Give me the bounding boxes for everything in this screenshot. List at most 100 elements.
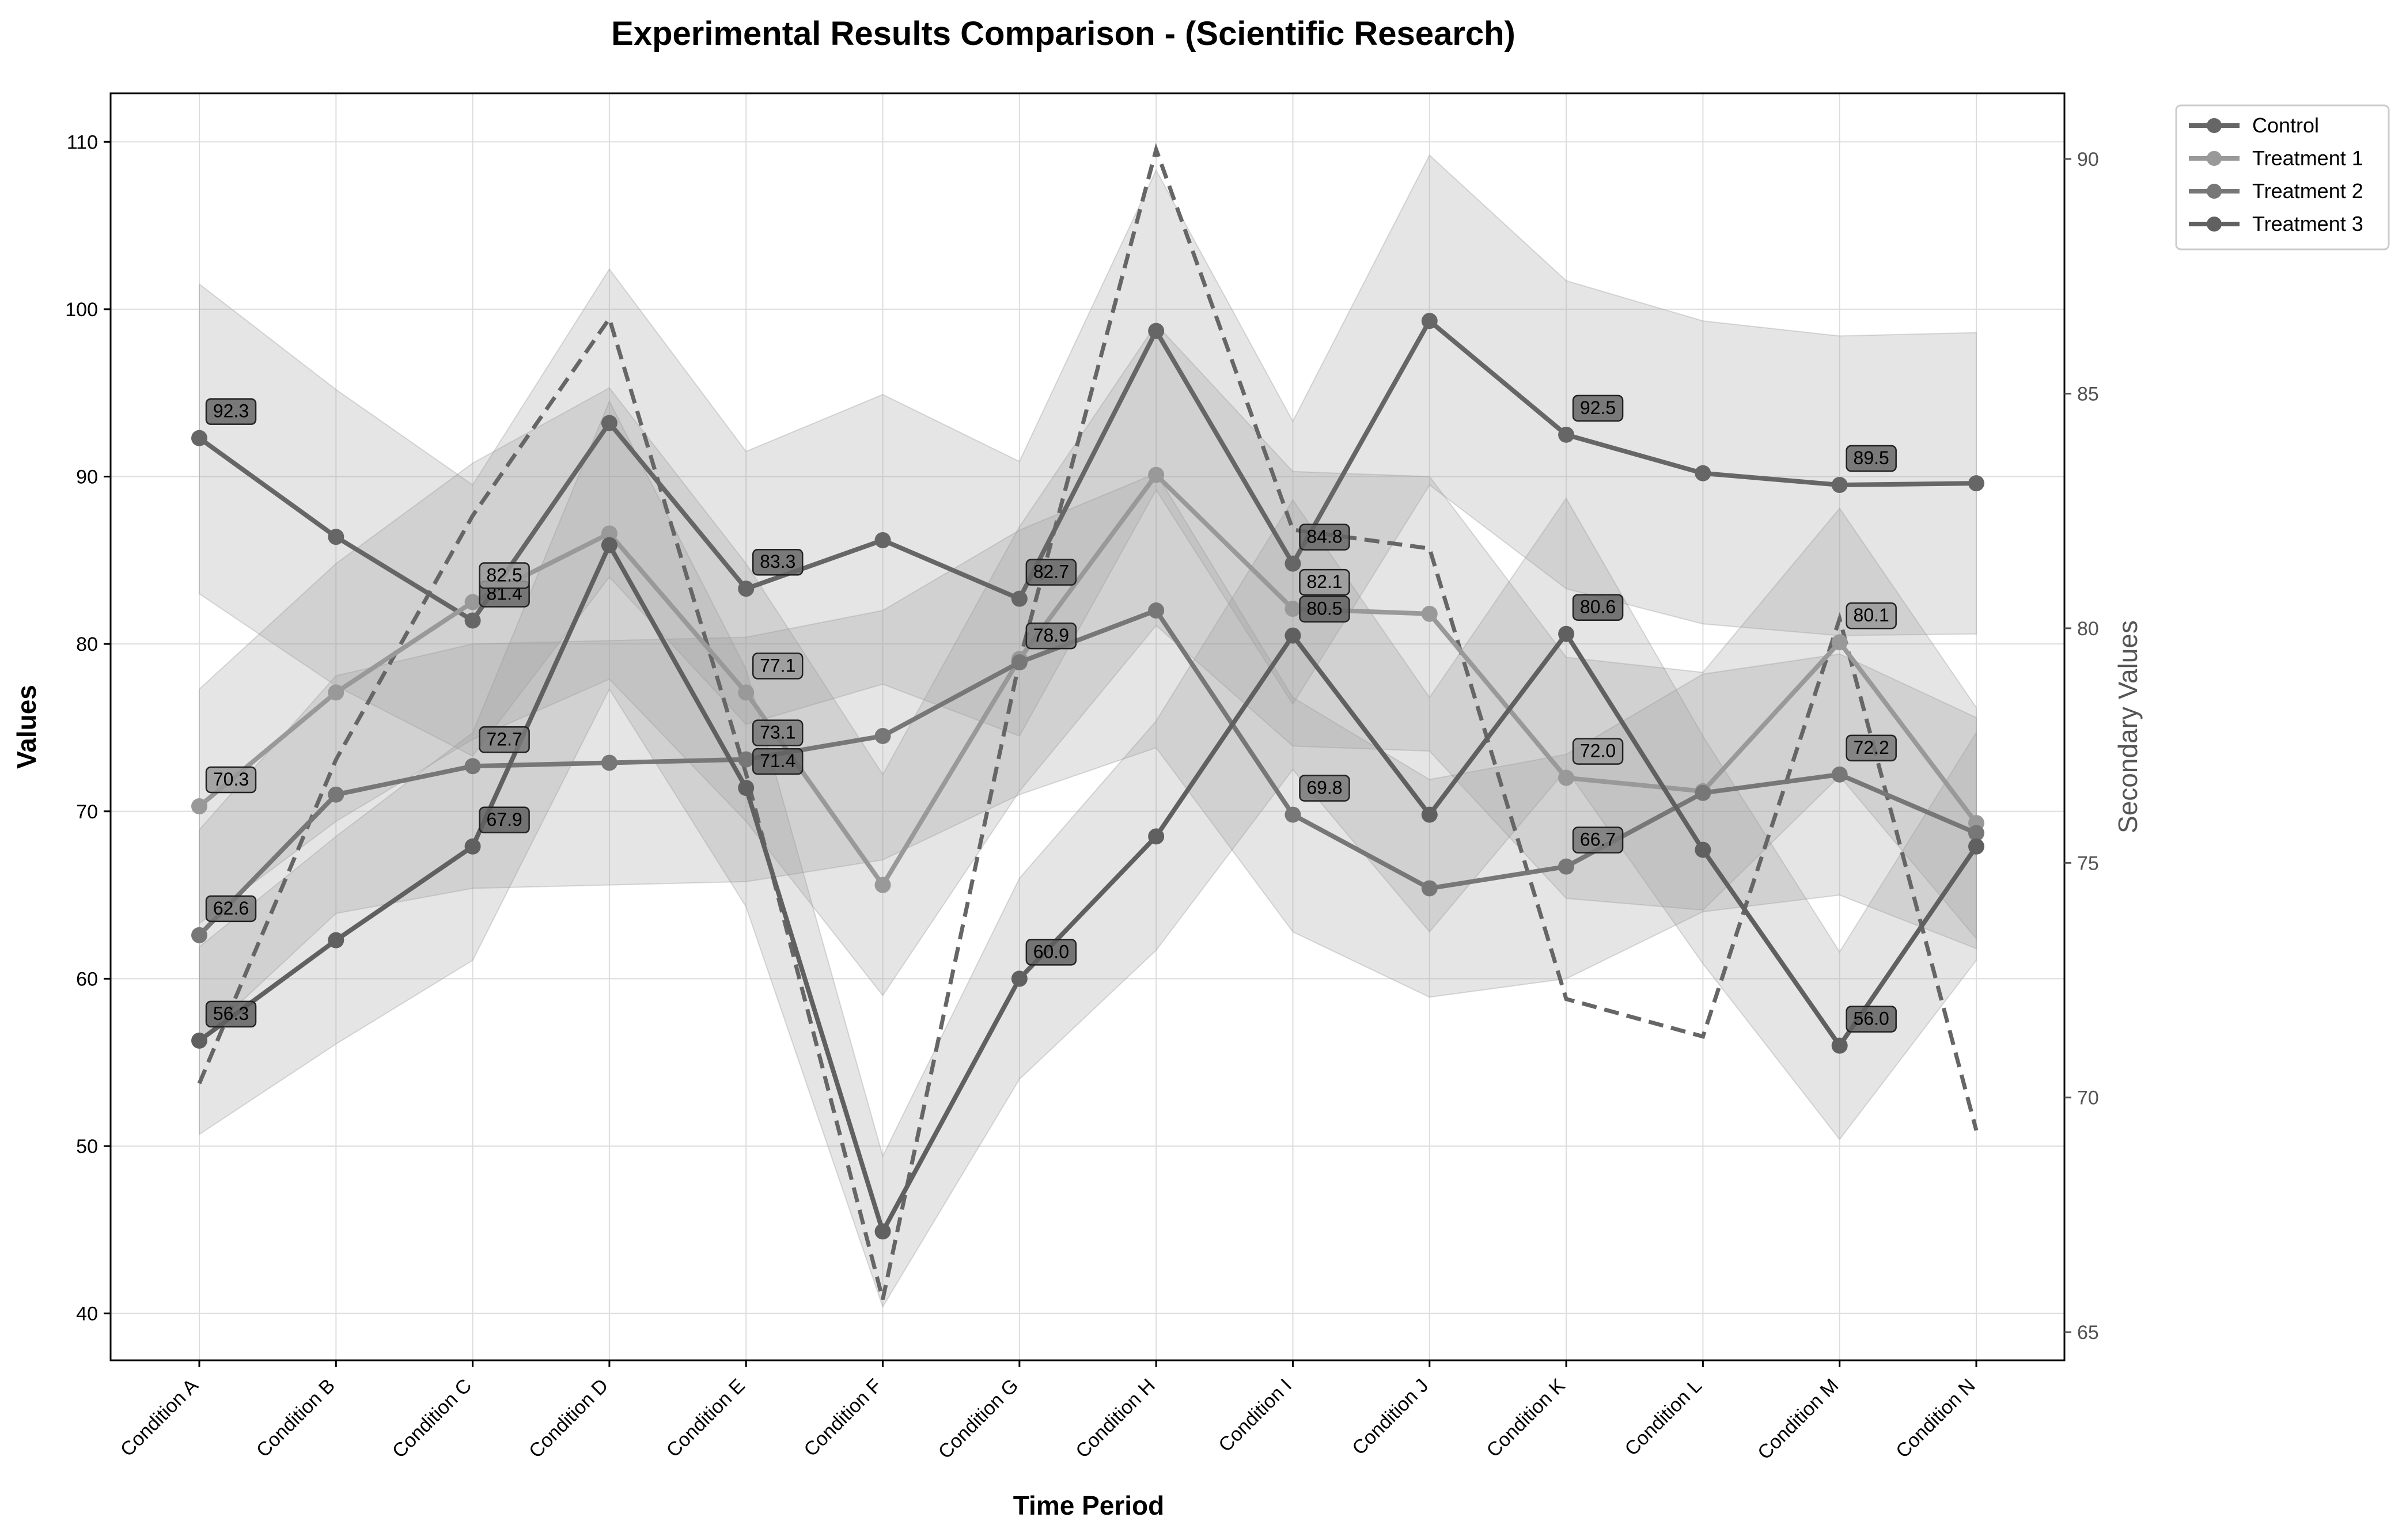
y-tick-label: 100 — [65, 299, 98, 321]
legend-label: Treatment 1 — [2252, 146, 2363, 170]
data-label-box — [1572, 738, 1624, 765]
data-label: 92.5 — [1580, 397, 1616, 418]
data-point — [1558, 625, 1575, 642]
data-point — [1558, 769, 1575, 786]
data-point — [1148, 602, 1165, 619]
y-tick-label: 60 — [76, 968, 98, 990]
legend-marker — [2207, 217, 2222, 232]
data-point — [1421, 880, 1438, 897]
data-label-box — [1572, 395, 1624, 422]
data-point — [1285, 806, 1301, 823]
data-label: 72.0 — [1580, 741, 1616, 761]
y-axis-title: Values — [12, 685, 41, 769]
data-point — [738, 581, 755, 597]
data-label: 72.7 — [486, 729, 522, 749]
data-point — [738, 780, 755, 796]
data-point — [1285, 627, 1301, 644]
data-point — [1421, 806, 1438, 823]
data-point — [464, 838, 481, 855]
y2-tick-label: 75 — [2077, 852, 2099, 874]
data-label-box — [205, 398, 257, 425]
data-label: 92.3 — [213, 401, 249, 422]
data-label-box — [1846, 602, 1897, 629]
data-label-box — [479, 806, 530, 834]
data-point — [874, 1223, 891, 1240]
data-label-box — [1299, 775, 1350, 802]
data-point — [1421, 605, 1438, 622]
data-label-box — [1572, 594, 1624, 621]
data-label: 84.8 — [1306, 526, 1342, 547]
data-point — [1695, 784, 1711, 801]
chart-title: Experimental Results Comparison - (Scien… — [611, 15, 1515, 52]
y-tick-label: 90 — [76, 466, 98, 488]
data-point — [1968, 475, 1984, 492]
label-layer: 92.381.483.3 82.784.892.589.570.382.577.1… — [205, 395, 1897, 1033]
x-axis-title: Time Period — [1013, 1490, 1164, 1520]
legend-marker — [2207, 118, 2222, 133]
data-label: 78.9 — [1033, 625, 1069, 646]
data-point — [1831, 1037, 1848, 1054]
legend-label: Treatment 2 — [2252, 179, 2363, 203]
data-point — [1011, 654, 1028, 671]
legend-box — [2175, 104, 2390, 251]
data-point — [601, 537, 617, 553]
data-point — [1148, 828, 1165, 845]
legend-marker — [2207, 151, 2222, 166]
confidence-band — [199, 400, 1977, 1308]
data-label: 80.5 — [1306, 598, 1342, 619]
data-label-box — [479, 726, 530, 753]
y-tick-label: 110 — [67, 131, 98, 153]
y2-tick-label: 70 — [2077, 1087, 2099, 1109]
data-label: 77.1 — [760, 655, 795, 676]
data-label: 69.8 — [1306, 777, 1342, 798]
data-label-box — [205, 766, 257, 794]
data-label: 56.0 — [1854, 1008, 1889, 1029]
data-point — [464, 594, 481, 610]
data-label-box — [1572, 826, 1624, 854]
data-label: 62.6 — [213, 898, 249, 919]
confidence-band — [199, 472, 1977, 1042]
band-layer — [199, 154, 1977, 1308]
y2-tick-label: 80 — [2077, 618, 2099, 640]
y2-tick-label: 85 — [2077, 383, 2099, 405]
data-point — [1558, 426, 1575, 443]
confidence-band — [199, 323, 1977, 997]
data-label: 56.3 — [213, 1003, 249, 1024]
y-tick-label: 40 — [76, 1303, 98, 1325]
data-point — [1011, 970, 1028, 987]
data-point — [738, 751, 755, 768]
data-point — [1148, 323, 1165, 339]
data-label-box — [1025, 939, 1077, 966]
data-point — [874, 532, 891, 548]
data-point — [1285, 601, 1301, 617]
data-label-box — [1299, 524, 1350, 551]
data-point — [1011, 590, 1028, 607]
data-label-box — [205, 1000, 257, 1028]
series-line — [198, 543, 1979, 1234]
y-tick-label: 70 — [76, 801, 98, 823]
data-label: 73.1 — [760, 722, 795, 743]
data-label: 82.5 — [486, 564, 522, 585]
data-point — [1831, 766, 1848, 783]
data-label: 80.6 — [1580, 597, 1616, 617]
data-point — [601, 415, 617, 431]
y2-axis-title: Secondary Values — [2113, 620, 2143, 833]
data-point — [328, 684, 344, 701]
data-label: 70.3 — [213, 769, 249, 790]
data-point — [191, 798, 207, 815]
data-point — [191, 1032, 207, 1049]
data-label: 72.2 — [1854, 737, 1889, 758]
data-label-box — [1846, 1006, 1897, 1033]
data-label: 89.5 — [1854, 447, 1889, 468]
data-point — [1831, 477, 1848, 494]
data-label: 60.0 — [1033, 941, 1069, 962]
data-point — [328, 932, 344, 949]
data-point — [191, 927, 207, 943]
data-label: 80.1 — [1854, 605, 1889, 625]
data-point — [1968, 825, 1984, 841]
data-point — [1285, 555, 1301, 572]
data-point — [738, 684, 755, 701]
grid-layer — [111, 93, 2064, 1360]
